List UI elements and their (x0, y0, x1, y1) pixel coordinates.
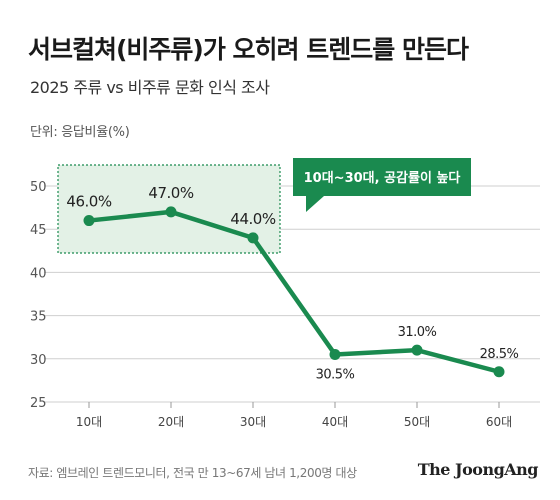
data-point (493, 366, 505, 378)
data-label: 28.5% (480, 347, 519, 362)
data-point (411, 344, 423, 356)
data-label: 30.5% (316, 367, 355, 382)
data-label: 44.0% (230, 210, 275, 228)
callout-text: 10대~30대, 공감률이 높다 (304, 170, 461, 186)
brand-logo: The JoongAng (417, 460, 539, 479)
x-tick-label: 50대 (404, 415, 430, 429)
data-label: 31.0% (398, 325, 437, 340)
y-tick-label: 40 (30, 266, 47, 281)
data-point (165, 206, 177, 218)
y-tick-label: 30 (30, 353, 47, 368)
x-tick-label: 20대 (158, 415, 184, 429)
x-tick-label: 10대 (76, 415, 102, 429)
data-label: 47.0% (148, 184, 193, 202)
y-tick-label: 45 (30, 223, 47, 238)
data-label: 46.0% (66, 193, 111, 211)
chart-title: 서브컬쳐(비주류)가 오히려 트렌드를 만든다 (28, 35, 469, 64)
x-tick-label: 30대 (240, 415, 266, 429)
data-point (83, 215, 95, 227)
source-note: 자료: 엠브레인 트렌드모니터, 전국 만 13~67세 남녀 1,200명 대… (28, 466, 357, 480)
callout-pointer (306, 196, 324, 212)
data-point (329, 348, 341, 360)
unit-label: 단위: 응답비율(%) (30, 125, 130, 140)
x-tick-label: 40대 (322, 415, 348, 429)
chart-subtitle: 2025 주류 vs 비주류 문화 인식 조사 (30, 78, 270, 97)
x-tick-label: 60대 (486, 415, 512, 429)
series-line (86, 209, 502, 375)
y-tick-label: 25 (30, 396, 47, 411)
y-tick-label: 35 (30, 310, 47, 325)
y-tick-label: 50 (30, 180, 47, 195)
callout-box (293, 158, 471, 196)
data-point (247, 232, 259, 244)
